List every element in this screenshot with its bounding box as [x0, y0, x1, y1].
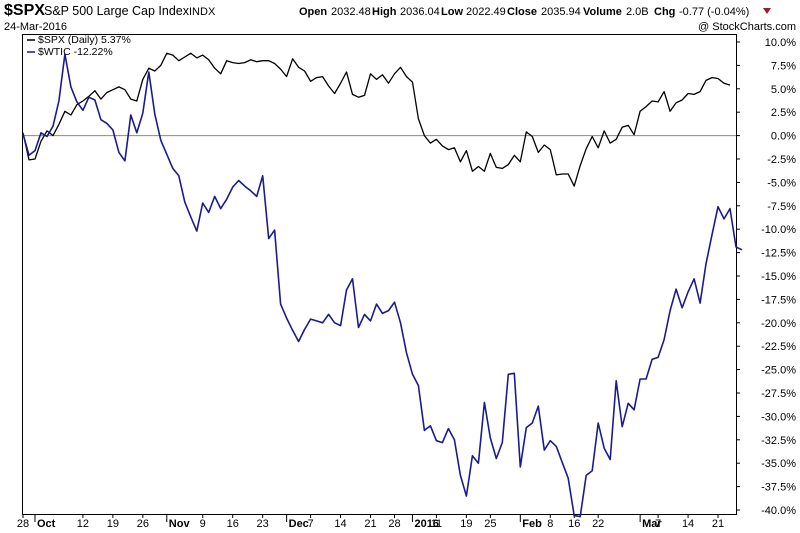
y-tick-label: 0.0%	[771, 131, 796, 143]
x-tick-label: 28	[388, 518, 400, 530]
x-tick-label: 14	[334, 518, 346, 530]
y-tick-label: -10.0%	[761, 224, 796, 236]
y-tick-label: -7.5%	[767, 201, 796, 213]
legend-label-spx: $SPX (Daily) 5.37%	[38, 34, 131, 46]
plot-area	[22, 34, 737, 515]
y-tick-label: -27.5%	[761, 388, 796, 400]
x-tick-label: 2016	[414, 518, 438, 530]
y-tick-label: 2.5%	[771, 107, 796, 119]
x-tick-label: 7	[308, 518, 314, 530]
series-lines	[22, 52, 743, 518]
y-tick-label: -25.0%	[761, 365, 796, 377]
down-arrow-icon	[763, 8, 771, 14]
chg-label: Chg	[654, 6, 675, 18]
high-value: 2036.04	[400, 6, 440, 18]
y-tick-label: -35.0%	[761, 458, 796, 470]
x-tick-label: 16	[568, 518, 580, 530]
x-tick-label: 26	[137, 518, 149, 530]
y-axis: 10.0% 7.5% 5.0% 2.5% 0.0% -2.5% -5.0% -7.5% -10.…	[736, 37, 796, 517]
x-tick-label: Dec	[289, 518, 309, 530]
x-tick-label: Mar	[642, 518, 662, 530]
y-tick-label: -12.5%	[761, 248, 796, 260]
y-tick-label: -15.0%	[761, 271, 796, 283]
x-tick-label: 8	[547, 518, 553, 530]
y-tick-label: 5.0%	[771, 84, 796, 96]
y-tick-label: -32.5%	[761, 435, 796, 447]
low-label: Low	[441, 6, 463, 18]
x-tick-label: 21	[364, 518, 376, 530]
spx-series-line	[22, 52, 731, 187]
y-tick-label: -37.5%	[761, 482, 796, 494]
x-tick-label: 11	[431, 518, 442, 530]
x-tick-label: Oct	[37, 518, 56, 530]
open-label: Open	[299, 6, 327, 18]
x-tick-label: 19	[107, 518, 119, 530]
legend: $SPX (Daily) 5.37% $WTIC -12.22%	[27, 34, 131, 58]
low-value: 2022.49	[466, 6, 506, 18]
y-tick-label: 7.5%	[771, 60, 796, 72]
date-label: 24-Mar-2016	[4, 21, 67, 33]
y-tick-label: -5.0%	[767, 177, 796, 189]
x-tick-label: Nov	[169, 518, 191, 530]
x-tick-label: 23	[257, 518, 269, 530]
y-tick-label: -17.5%	[761, 294, 796, 306]
volume-value: 2.0B	[626, 6, 649, 18]
x-tick-label: 14	[682, 518, 694, 530]
y-tick-label: -2.5%	[767, 154, 796, 166]
x-tick-label: 16	[227, 518, 239, 530]
high-label: High	[372, 6, 397, 18]
x-tick-label: 25	[484, 518, 496, 530]
x-tick-label: 22	[592, 518, 604, 530]
x-tick-label: 12	[77, 518, 89, 530]
index-name: S&P 500 Large Cap Index	[44, 4, 190, 18]
y-tick-label: -30.0%	[761, 411, 796, 423]
chg-value: -0.77 (-0.04%)	[679, 6, 749, 18]
x-tick-label: 28	[17, 518, 29, 530]
x-tick-label: 19	[460, 518, 472, 530]
wtic-series-line	[22, 53, 743, 518]
x-tick-label: 9	[200, 518, 206, 530]
volume-label: Volume	[583, 6, 622, 18]
x-tick-label: 7	[655, 518, 661, 530]
close-value: 2035.94	[541, 6, 581, 18]
symbol-label: $SPX	[4, 2, 45, 19]
open-value: 2032.48	[331, 6, 371, 18]
x-tick-label: 21	[712, 518, 724, 530]
y-tick-label: -40.0%	[761, 505, 796, 517]
close-label: Close	[507, 6, 537, 18]
watermark: @ StockCharts.com	[698, 21, 796, 33]
y-tick-label: -20.0%	[761, 318, 796, 330]
legend-label-wtic: $WTIC -12.22%	[38, 46, 113, 58]
exchange-label: INDX	[189, 6, 216, 18]
y-tick-label: -22.5%	[761, 341, 796, 353]
y-tick-label: 10.0%	[765, 37, 796, 49]
x-tick-label: Feb	[522, 518, 542, 530]
